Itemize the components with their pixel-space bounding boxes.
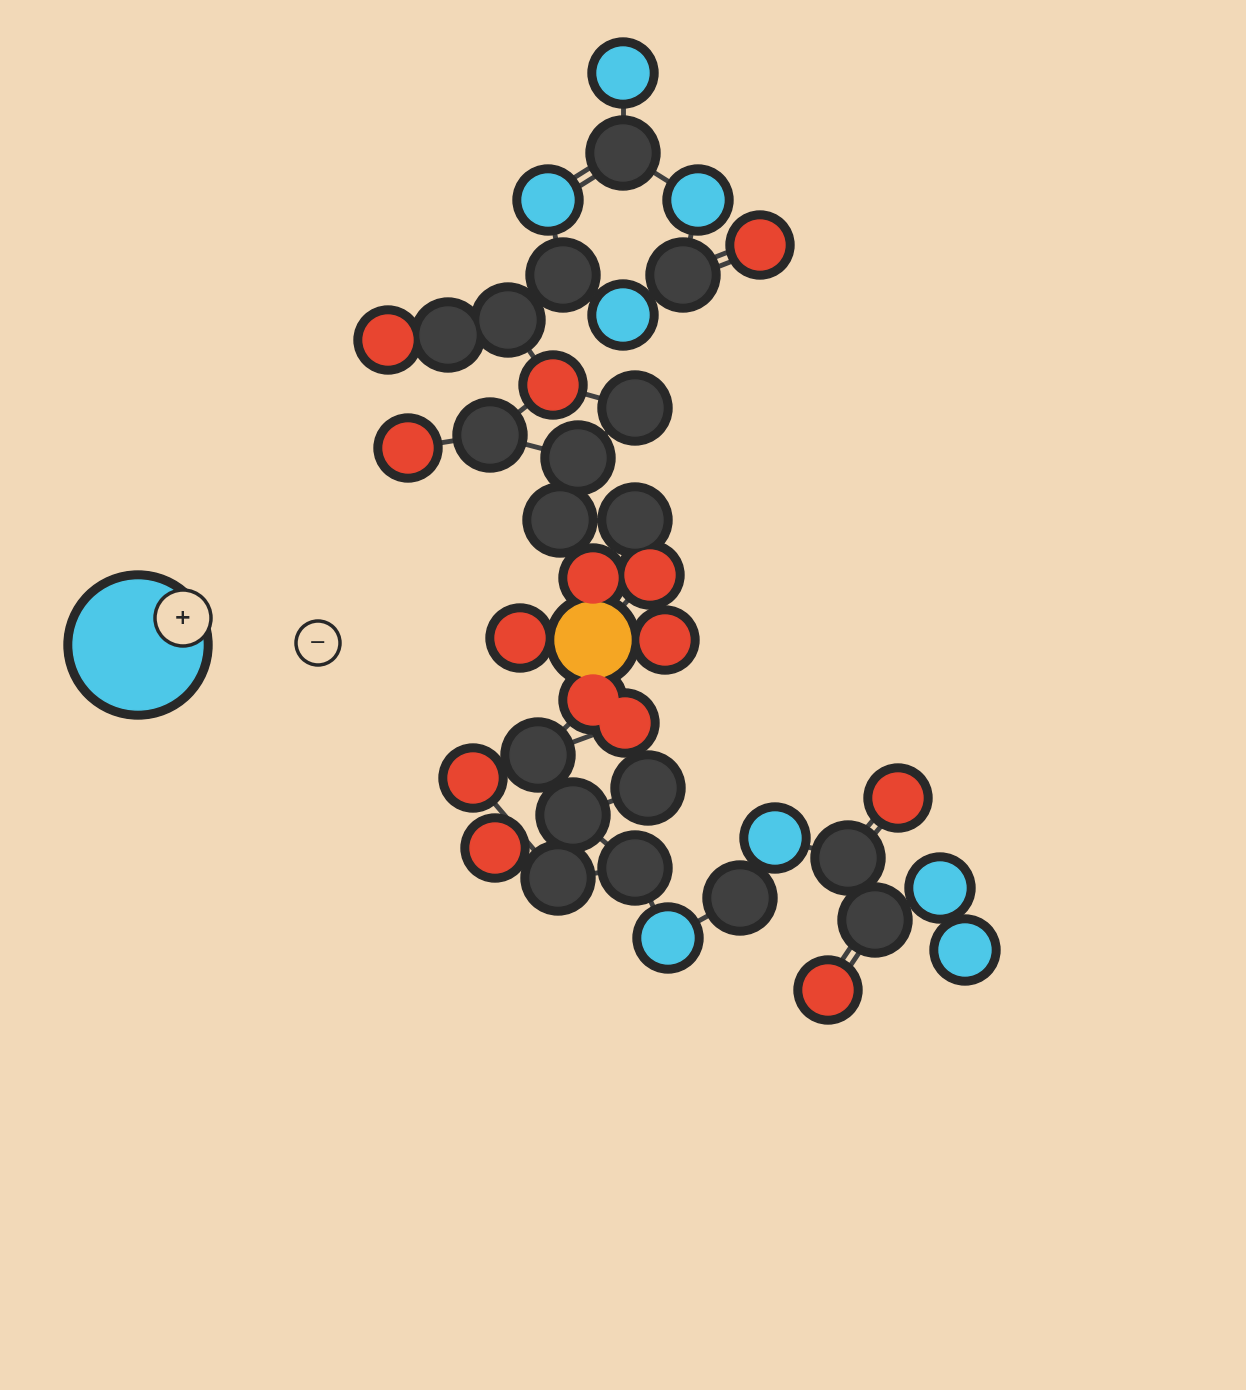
- Circle shape: [559, 666, 627, 734]
- Circle shape: [820, 830, 876, 885]
- Circle shape: [607, 840, 663, 897]
- Circle shape: [598, 482, 672, 557]
- Circle shape: [545, 787, 601, 842]
- Circle shape: [530, 851, 586, 906]
- Circle shape: [735, 220, 785, 270]
- Circle shape: [616, 541, 684, 609]
- Circle shape: [607, 492, 663, 548]
- Circle shape: [471, 284, 545, 357]
- Circle shape: [513, 165, 583, 235]
- Circle shape: [495, 613, 545, 663]
- Circle shape: [411, 297, 485, 373]
- Circle shape: [536, 778, 611, 852]
- Circle shape: [726, 211, 794, 279]
- Circle shape: [930, 915, 1001, 986]
- Circle shape: [588, 38, 658, 108]
- Circle shape: [470, 823, 520, 873]
- Circle shape: [621, 760, 677, 816]
- Circle shape: [847, 892, 903, 948]
- Circle shape: [597, 289, 649, 341]
- Circle shape: [598, 371, 672, 445]
- Circle shape: [655, 247, 711, 303]
- Circle shape: [598, 831, 672, 905]
- Circle shape: [501, 719, 574, 792]
- Circle shape: [486, 605, 554, 671]
- Circle shape: [802, 965, 854, 1015]
- Circle shape: [645, 238, 720, 311]
- Circle shape: [640, 614, 690, 664]
- Circle shape: [363, 316, 412, 366]
- Circle shape: [591, 689, 659, 758]
- Circle shape: [155, 589, 211, 646]
- Circle shape: [740, 803, 810, 873]
- Circle shape: [559, 543, 627, 612]
- Circle shape: [522, 174, 574, 227]
- Circle shape: [597, 47, 649, 99]
- Circle shape: [672, 174, 724, 227]
- Circle shape: [596, 125, 650, 181]
- Circle shape: [374, 414, 442, 482]
- Circle shape: [449, 753, 498, 803]
- Circle shape: [568, 553, 618, 603]
- Circle shape: [939, 924, 991, 976]
- Circle shape: [873, 773, 923, 823]
- Circle shape: [915, 862, 966, 915]
- Circle shape: [523, 482, 597, 557]
- Circle shape: [601, 698, 650, 748]
- Circle shape: [541, 421, 616, 495]
- Circle shape: [711, 870, 768, 926]
- Circle shape: [905, 853, 976, 923]
- Circle shape: [839, 883, 912, 956]
- Circle shape: [74, 580, 203, 710]
- Circle shape: [549, 430, 606, 486]
- Circle shape: [454, 398, 527, 473]
- Circle shape: [521, 841, 596, 915]
- Circle shape: [64, 571, 212, 719]
- Text: −: −: [309, 632, 326, 653]
- Circle shape: [794, 956, 862, 1024]
- Circle shape: [633, 904, 703, 973]
- Circle shape: [535, 247, 591, 303]
- Circle shape: [703, 860, 778, 935]
- Circle shape: [811, 821, 885, 895]
- Circle shape: [863, 765, 932, 833]
- Circle shape: [439, 744, 507, 812]
- Circle shape: [520, 352, 587, 418]
- Circle shape: [420, 307, 476, 363]
- Circle shape: [462, 407, 518, 463]
- Circle shape: [554, 602, 630, 678]
- Circle shape: [528, 360, 578, 410]
- Circle shape: [630, 606, 699, 674]
- Circle shape: [526, 238, 601, 311]
- Circle shape: [607, 379, 663, 436]
- Circle shape: [461, 815, 530, 883]
- Circle shape: [749, 812, 801, 865]
- Circle shape: [568, 676, 618, 726]
- Circle shape: [586, 115, 660, 190]
- Circle shape: [663, 165, 733, 235]
- Circle shape: [297, 621, 340, 664]
- Circle shape: [546, 594, 640, 687]
- Circle shape: [532, 492, 588, 548]
- Text: +: +: [174, 607, 192, 628]
- Circle shape: [625, 550, 675, 600]
- Circle shape: [480, 292, 536, 348]
- Circle shape: [611, 751, 685, 826]
- Circle shape: [354, 306, 422, 374]
- Circle shape: [510, 727, 566, 783]
- Circle shape: [642, 912, 694, 965]
- Circle shape: [383, 423, 434, 473]
- Circle shape: [588, 279, 658, 350]
